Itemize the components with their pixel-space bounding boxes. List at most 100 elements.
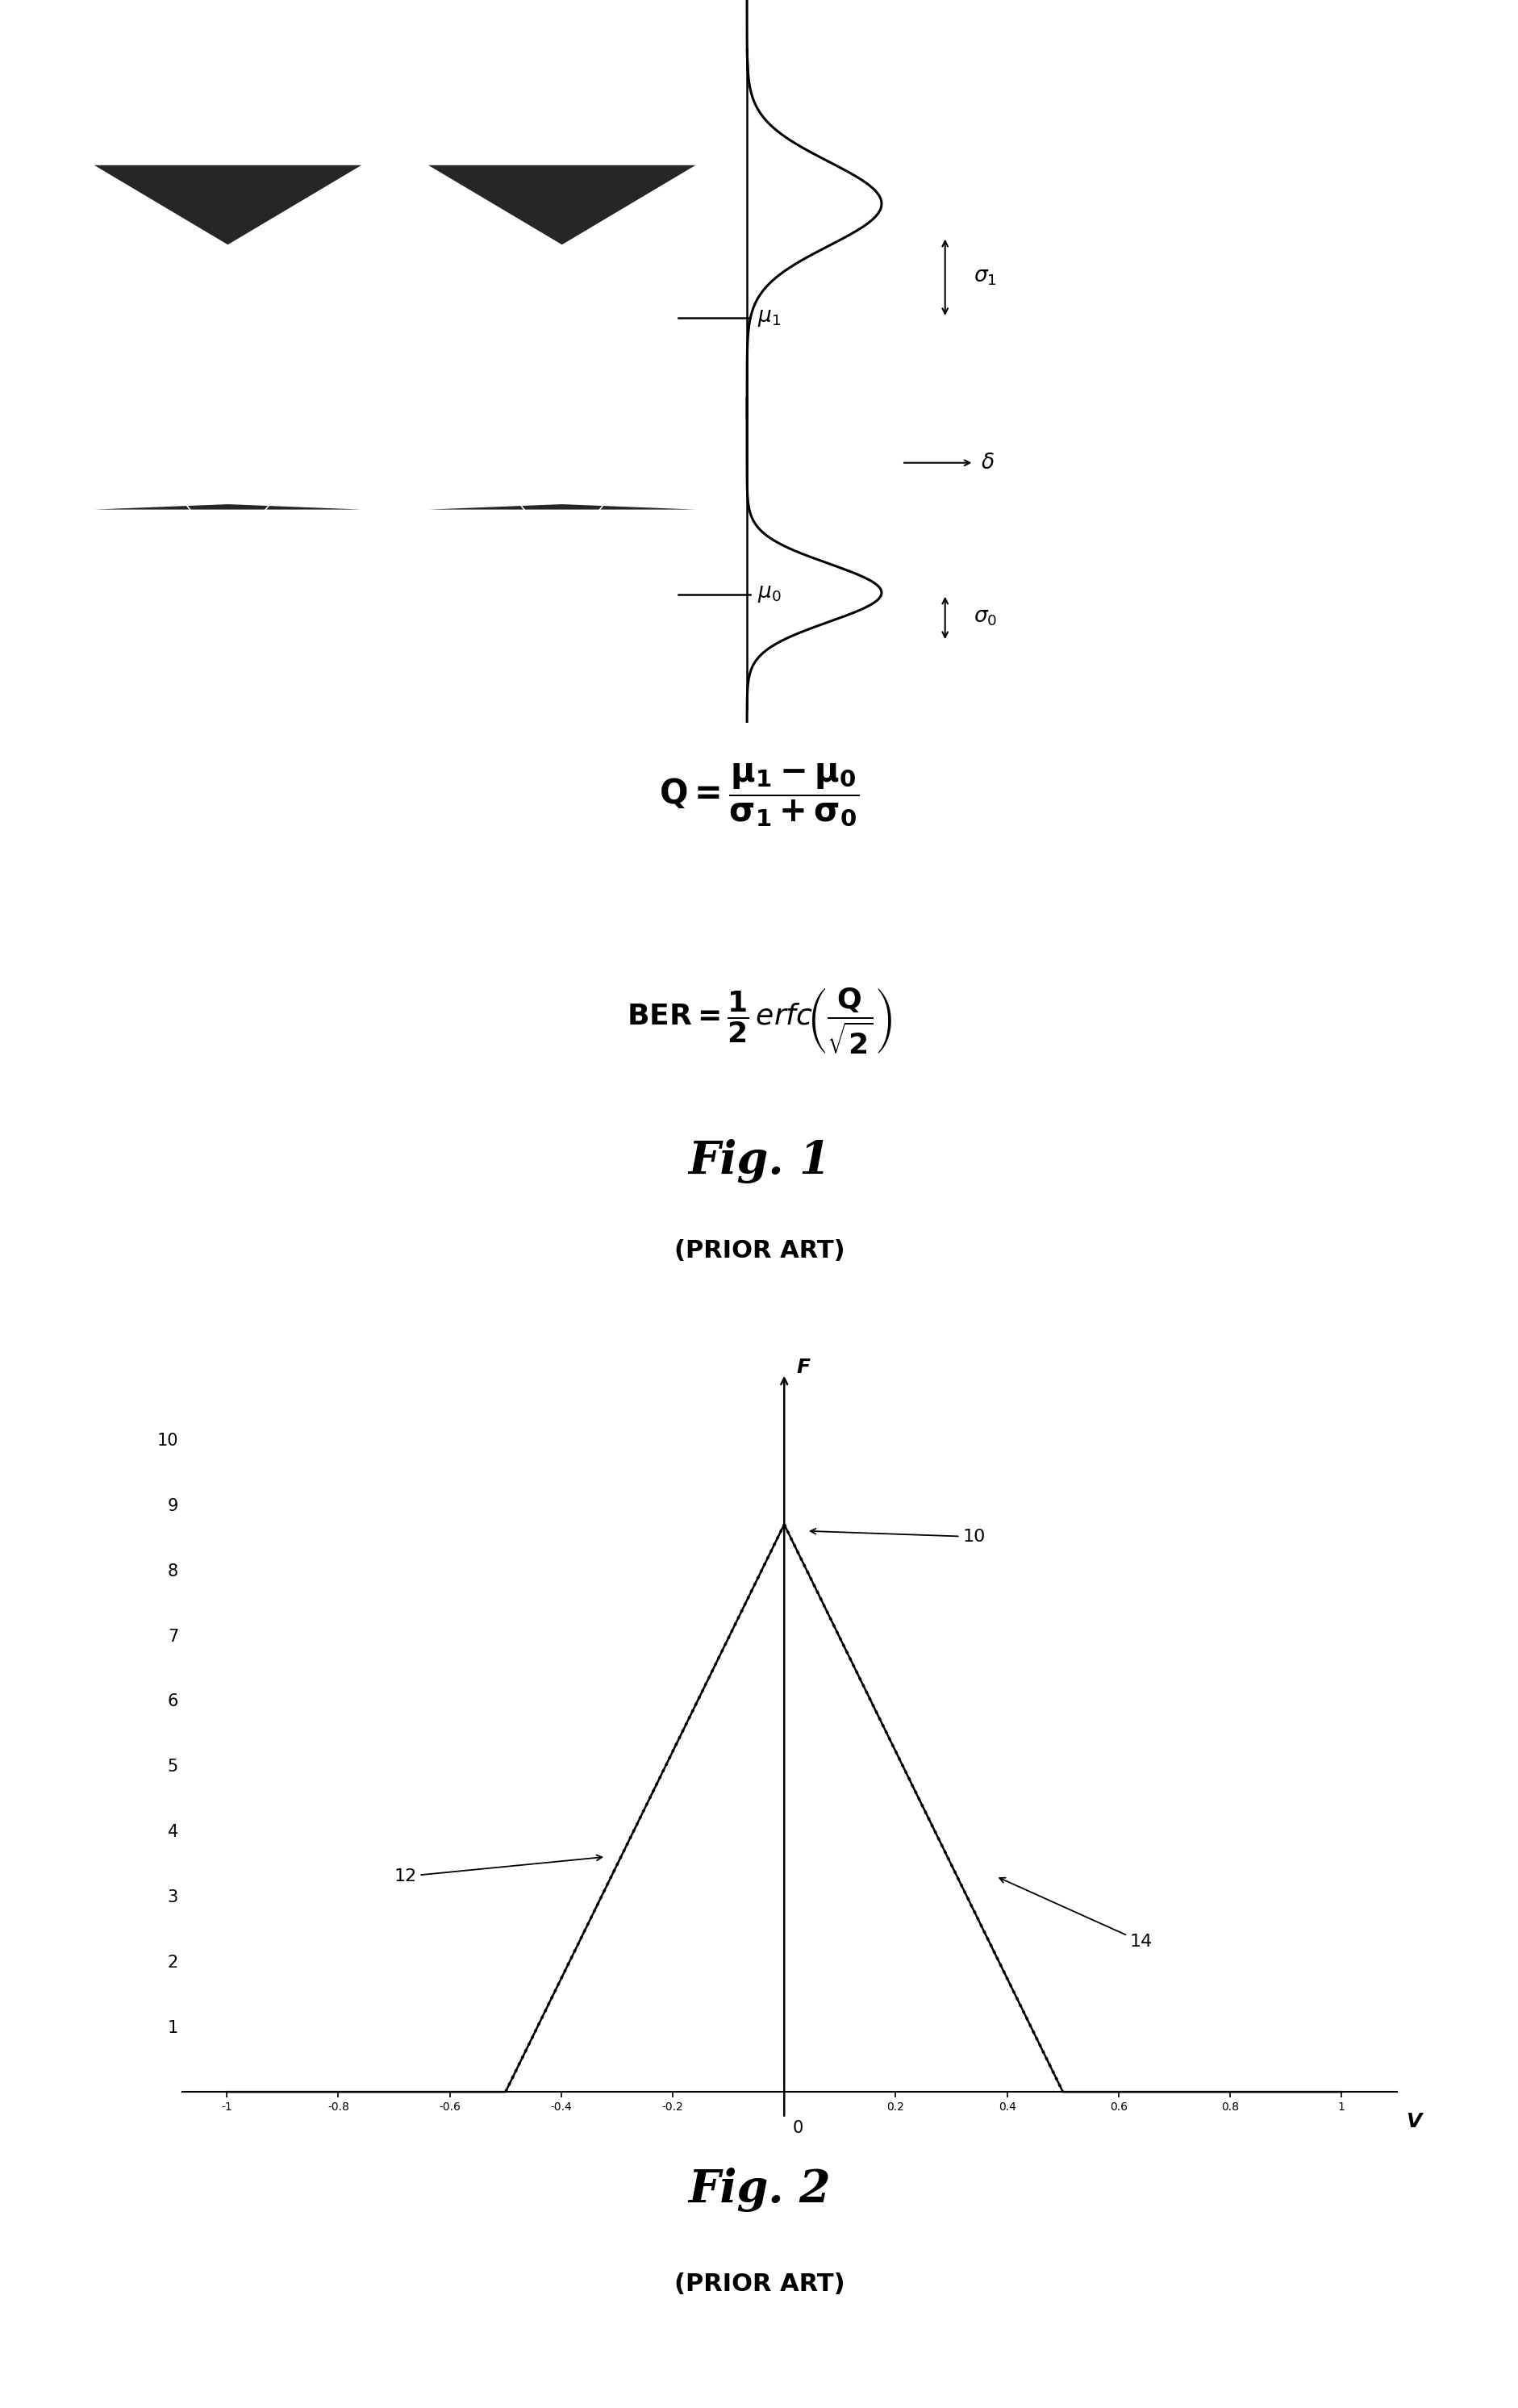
Point (427, 547, 451, 585)
Point (612, 231, 636, 270)
Point (217, 171, 241, 209)
Point (235, 561, 260, 600)
Point (287, 349, 311, 388)
Point (149, 190, 173, 229)
Point (419, 250, 443, 289)
Point (448, 523, 472, 561)
Point (185, 342, 209, 380)
Point (618, 510, 642, 549)
Point (425, 539, 449, 578)
Point (97, 448, 121, 486)
Point (80, 241, 105, 279)
Point (551, 231, 575, 270)
Point (357, 503, 381, 542)
Point (269, 255, 293, 294)
Point (463, 549, 487, 588)
Point (683, 284, 707, 323)
Point (703, 231, 727, 270)
Point (469, 217, 493, 255)
Point (551, 431, 575, 470)
Point (477, 241, 501, 279)
Point (630, 262, 654, 301)
Point (504, 303, 528, 342)
Point (639, 265, 663, 303)
Point (478, 282, 502, 320)
Point (194, 429, 219, 467)
Point (574, 323, 598, 361)
Point (660, 354, 685, 393)
Point (548, 515, 572, 554)
Point (194, 407, 219, 445)
Point (250, 209, 275, 248)
Point (267, 301, 291, 340)
Point (416, 342, 440, 380)
Point (448, 185, 472, 224)
Point (96, 576, 120, 614)
Point (651, 224, 676, 262)
Point (518, 532, 542, 571)
Point (155, 503, 179, 542)
Point (213, 253, 237, 291)
Point (498, 258, 522, 296)
Point (284, 258, 308, 296)
Point (422, 202, 446, 241)
Point (524, 518, 548, 556)
Point (76, 231, 100, 270)
Point (676, 178, 700, 217)
Point (307, 503, 331, 542)
Point (217, 347, 241, 385)
Point (108, 342, 132, 380)
Point (288, 380, 313, 419)
Point (252, 207, 276, 246)
Point (666, 243, 691, 282)
Point (439, 188, 463, 226)
Point (695, 299, 720, 337)
Point (140, 542, 164, 580)
Point (322, 287, 346, 325)
Point (551, 482, 575, 520)
Point (452, 195, 477, 234)
Point (583, 335, 607, 373)
Point (240, 140, 264, 178)
Point (572, 258, 597, 296)
Point (671, 436, 695, 474)
Point (686, 200, 710, 238)
Point (414, 484, 439, 523)
Point (635, 255, 659, 294)
Point (586, 166, 610, 205)
Point (445, 496, 469, 535)
Point (332, 193, 357, 231)
Point (94, 296, 118, 335)
Point (361, 222, 386, 260)
Point (636, 243, 660, 282)
Point (408, 250, 433, 289)
Point (381, 523, 405, 561)
Point (161, 547, 185, 585)
Point (188, 262, 213, 301)
Point (472, 494, 496, 532)
Point (636, 226, 660, 265)
Point (566, 135, 591, 173)
Point (645, 433, 669, 472)
Point (241, 525, 266, 563)
Point (486, 219, 510, 258)
Point (376, 544, 401, 583)
Point (294, 537, 319, 576)
Point (270, 542, 294, 580)
Point (636, 513, 660, 551)
Point (584, 523, 609, 561)
Point (96, 477, 120, 515)
Point (99, 364, 123, 402)
Point (662, 571, 686, 609)
Point (112, 171, 137, 209)
Point (472, 311, 496, 349)
Point (414, 178, 439, 217)
Point (556, 535, 580, 573)
Point (598, 335, 622, 373)
Point (647, 212, 671, 250)
Point (417, 299, 442, 337)
Point (490, 289, 515, 327)
Point (425, 503, 449, 542)
Point (648, 171, 672, 209)
Point (200, 231, 225, 270)
